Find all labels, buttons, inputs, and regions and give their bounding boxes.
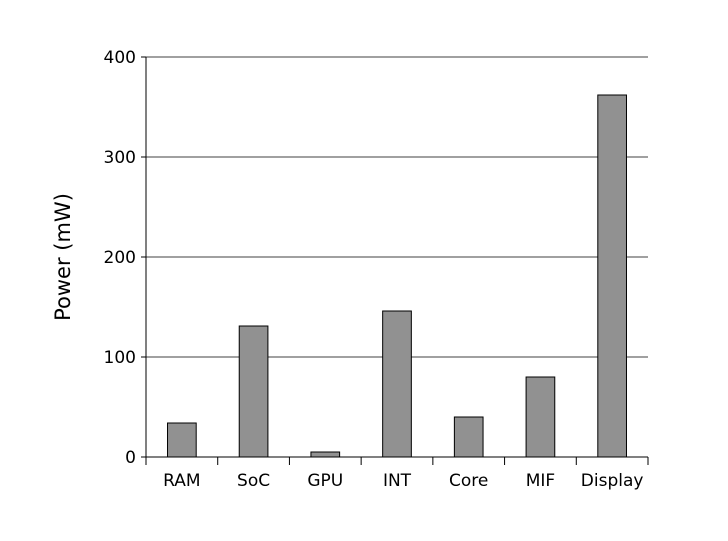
x-tick-label-soc: SoC — [237, 471, 270, 491]
y-tick-label-1: 100 — [104, 348, 136, 368]
bars — [167, 94, 627, 458]
x-tick-label-core: Core — [449, 471, 488, 491]
y-tick-label-3: 300 — [104, 148, 136, 168]
bar-ram — [167, 422, 197, 458]
y-axis-title: Power (mW) — [51, 193, 75, 321]
bar-int — [382, 310, 412, 458]
x-tick-label-mif: MIF — [526, 471, 555, 491]
x-tick-label-gpu: GPU — [307, 471, 343, 491]
x-tick-label-display: Display — [581, 471, 644, 491]
y-ticks: 0 100 200 300 400 — [104, 48, 146, 468]
bar-core — [453, 416, 484, 458]
y-tick-label-2: 200 — [104, 248, 136, 268]
bar-soc — [238, 325, 269, 458]
y-tick-label-0: 0 — [125, 448, 136, 468]
y-tick-label-4: 400 — [104, 48, 136, 68]
bar-gpu — [310, 451, 341, 458]
x-tick-label-int: INT — [383, 471, 412, 491]
bar-display — [597, 94, 627, 458]
bar-mif — [525, 376, 556, 458]
x-ticks: RAM SoC GPU INT Core MIF Display — [145, 457, 649, 491]
x-tick-label-ram: RAM — [163, 471, 200, 491]
